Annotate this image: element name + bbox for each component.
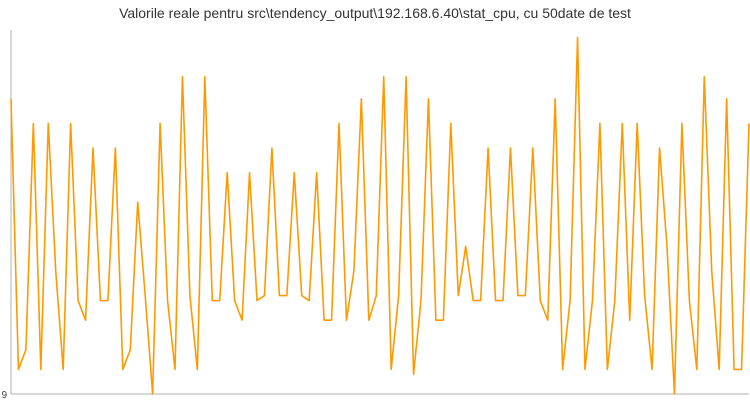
y-tick-label: 9: [1, 390, 7, 400]
chart-title: Valorile reale pentru src\tendency_outpu…: [119, 5, 631, 21]
series-line-1: [10, 36, 750, 395]
series-layer: [10, 36, 750, 395]
y-ticks: 9: [1, 390, 7, 400]
